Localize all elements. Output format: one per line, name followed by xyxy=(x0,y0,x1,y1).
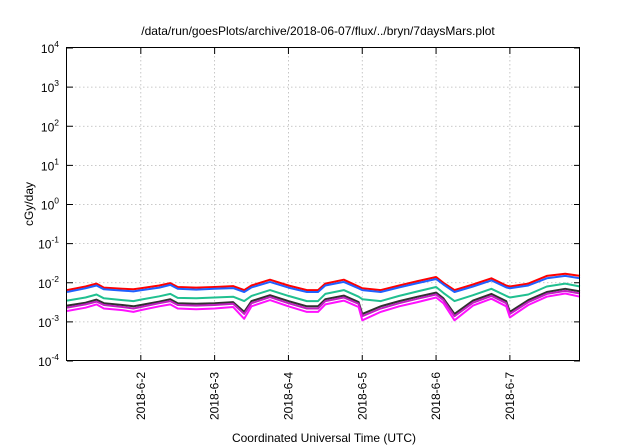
series-line-5 xyxy=(66,289,581,318)
y-tick-label: 102 xyxy=(41,117,59,134)
x-tick-label: 2018-6-4 xyxy=(281,372,295,420)
x-tick-label: 2018-6-6 xyxy=(429,372,443,420)
y-axis-label: cGy/day xyxy=(22,182,36,226)
x-tick-label: 2018-6-5 xyxy=(355,372,369,420)
y-tick-label: 104 xyxy=(41,39,59,56)
x-tick-label: 2018-6-7 xyxy=(503,372,517,420)
y-tick-label: 100 xyxy=(41,196,59,213)
y-tick-label: 10-4 xyxy=(38,352,59,369)
y-tick-label: 10-1 xyxy=(38,235,59,252)
x-tick-label: 2018-6-2 xyxy=(134,372,148,420)
series-line-3 xyxy=(66,282,581,303)
x-axis-label: Coordinated Universal Time (UTC) xyxy=(232,431,416,445)
series-line-2 xyxy=(66,274,581,293)
chart-title: /data/run/goesPlots/archive/2018-06-07/f… xyxy=(141,24,495,38)
x-axis: 2018-6-2 2018-6-3 2018-6-4 2018-6-5 2018-6-6… xyxy=(134,48,517,420)
y-tick-label: 101 xyxy=(41,156,59,173)
y-axis: 10-4 10-3 10-2 10-1 100 101 102 103 104 xyxy=(38,39,580,369)
y-tick-label: 10-2 xyxy=(38,274,59,291)
series-line-1 xyxy=(66,272,581,292)
series-line-6 xyxy=(66,292,581,322)
series-line-4 xyxy=(66,287,581,315)
x-tick-label: 2018-6-3 xyxy=(208,372,222,420)
data-series xyxy=(66,272,581,322)
plot-frame xyxy=(66,47,580,361)
y-tick-label: 10-3 xyxy=(38,313,59,330)
grid-lines xyxy=(67,48,580,361)
y-tick-label: 103 xyxy=(41,78,59,95)
